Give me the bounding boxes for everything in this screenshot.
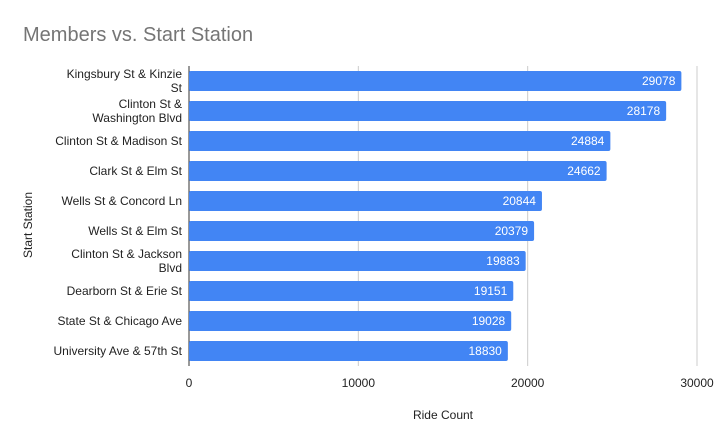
category-label: St [171, 81, 183, 95]
bar [189, 221, 535, 241]
data-label: 28178 [627, 104, 661, 118]
x-tick-label: 10000 [342, 376, 376, 390]
category-label: Kingsbury St & Kinzie [67, 67, 183, 81]
x-axis-title: Ride Count [413, 408, 474, 422]
data-label: 18830 [468, 344, 502, 358]
category-label: University Ave & 57th St [53, 344, 182, 358]
bar [189, 251, 526, 271]
category-label: Clinton St & [119, 97, 182, 111]
bar [189, 131, 611, 151]
bars: 29078 28178 24884 24662 20844 20379 19883 19151… [189, 71, 682, 361]
data-label: 20844 [503, 194, 537, 208]
y-axis-title: Start Station [21, 192, 35, 258]
x-tick-label: 0 [186, 376, 193, 390]
category-label: Blvd [159, 261, 182, 275]
category-label: Clark St & Elm St [89, 164, 182, 178]
category-label: State St & Chicago Ave [57, 314, 182, 328]
bar [189, 161, 607, 181]
category-label: Dearborn St & Erie St [67, 284, 183, 298]
x-tick-labels: 0 10000 20000 30000 [186, 376, 714, 390]
data-label: 24884 [571, 134, 605, 148]
x-tick-label: 30000 [680, 376, 714, 390]
bar [189, 71, 682, 91]
bar [189, 281, 514, 301]
category-label: Washington Blvd [92, 111, 182, 125]
data-label: 19883 [486, 254, 520, 268]
bar [189, 341, 508, 361]
chart-title: Members vs. Start Station [23, 24, 253, 46]
data-label: 19028 [472, 314, 506, 328]
data-label: 20379 [495, 224, 529, 238]
category-label: Clinton St & Madison St [55, 134, 182, 148]
bar [189, 101, 667, 121]
bar [189, 191, 542, 211]
category-label: Wells St & Elm St [88, 224, 182, 238]
data-label: 29078 [642, 74, 676, 88]
data-label: 19151 [474, 284, 508, 298]
category-label: Clinton St & Jackson [71, 247, 182, 261]
data-label: 24662 [567, 164, 601, 178]
bar [189, 311, 512, 331]
x-tick-label: 20000 [511, 376, 545, 390]
category-label: Wells St & Concord Ln [62, 194, 183, 208]
